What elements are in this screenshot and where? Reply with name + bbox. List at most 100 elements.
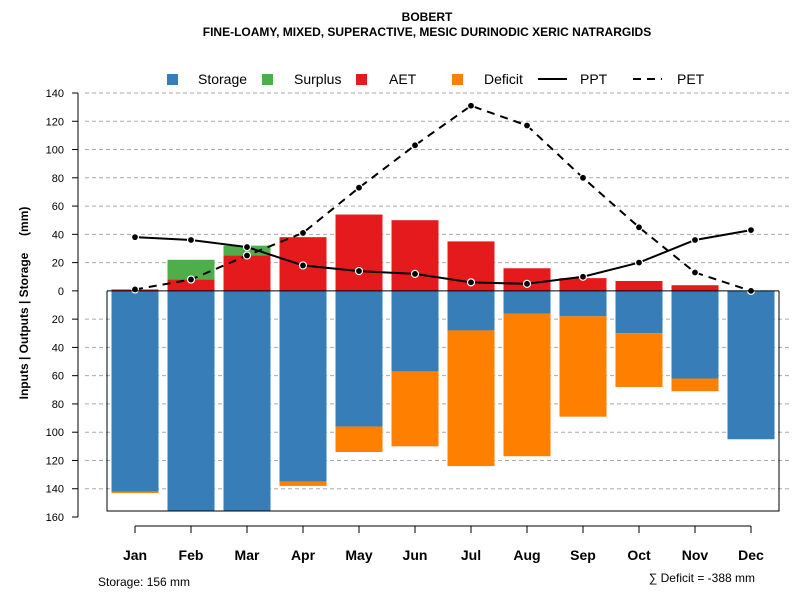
bar-deficit-oct: [615, 333, 663, 387]
point-pet-oct: [634, 223, 644, 232]
x-tick-label-jan: Jan: [123, 547, 147, 563]
bar-deficit-nov: [671, 378, 719, 392]
plot-frame: [106, 290, 780, 512]
point-ppt-mar: [242, 242, 252, 252]
point-pet-sep: [578, 173, 588, 182]
bar-deficit-jun: [391, 371, 439, 447]
point-pet-aug: [522, 121, 532, 130]
y-tick-label: 120: [46, 455, 64, 467]
bar-aet-may: [335, 214, 383, 291]
chart-title: BOBERT: [402, 10, 453, 24]
x-tick-label-apr: Apr: [291, 547, 316, 563]
legend-label-pet: PET: [677, 71, 705, 87]
bar-storage-sep: [559, 290, 607, 317]
x-tick-label-sep: Sep: [570, 547, 596, 563]
bar-surplus-feb: [167, 259, 215, 280]
bar-storage-jul: [447, 290, 495, 331]
point-ppt-jul: [466, 278, 476, 287]
footer-storage: Storage: 156 mm: [98, 575, 190, 589]
line-pet: [134, 104, 752, 292]
bar-storage-feb: [167, 290, 215, 512]
bar-aet-feb: [167, 279, 215, 291]
point-ppt-apr: [298, 261, 308, 270]
bar-storage-may: [335, 290, 383, 427]
point-ppt-dec: [746, 225, 756, 235]
line-ppt: [134, 229, 752, 285]
y-tick-label: 160: [46, 512, 64, 524]
point-ppt-oct: [634, 258, 644, 267]
chart-legend: Storage Surplus AET Deficit PPT PET: [167, 71, 705, 87]
bar-aet-jun: [391, 220, 439, 291]
bar-deficit-sep: [559, 316, 607, 417]
point-pet-mar: [242, 251, 252, 260]
bar-aet-nov: [671, 285, 719, 291]
y-tick-label: 60: [52, 371, 64, 383]
bar-storage-dec: [727, 290, 775, 440]
point-pet-apr: [298, 228, 308, 238]
point-ppt-jan: [130, 233, 140, 242]
point-ppt-feb: [186, 235, 196, 245]
y-tick-label: 20: [52, 258, 64, 270]
axes: 140 120 100 80 60 40 20 0 20 40 60 80 100 120 140 160 Ja…: [46, 88, 780, 563]
y-tick-label: 100: [46, 145, 64, 157]
y-tick-label: 80: [52, 399, 64, 411]
footer-deficit: ∑ Deficit = -388 mm: [649, 571, 755, 585]
x-tick-label-dec: Dec: [738, 547, 764, 563]
x-tick-label-oct: Oct: [627, 547, 651, 563]
x-tick-label-may: May: [345, 547, 372, 563]
point-ppt-jun: [410, 269, 420, 279]
legend-label-aet: AET: [389, 71, 417, 87]
y-tick-label: 120: [46, 116, 64, 128]
y-tick-label: 60: [52, 201, 64, 213]
x-tick-label-mar: Mar: [235, 547, 260, 563]
y-tick-label: 40: [52, 342, 64, 354]
point-pet-feb: [186, 275, 196, 284]
bar-storage-oct: [615, 290, 663, 334]
y-tick-label: 20: [52, 314, 64, 326]
legend-swatch-aet: [356, 74, 367, 85]
x-tick-label-feb: Feb: [179, 547, 204, 563]
x-tick-label-jul: Jul: [461, 547, 481, 563]
legend-label-storage: Storage: [198, 71, 247, 87]
bar-storage-jan: [111, 290, 159, 492]
y-axis-label: Inputs | Outputs | Storage (mm): [17, 207, 31, 400]
point-ppt-may: [354, 266, 364, 276]
point-pet-jun: [410, 141, 420, 150]
point-pet-jan: [130, 285, 140, 294]
point-pet-jul: [466, 101, 476, 110]
chart-subtitle: FINE-LOAMY, MIXED, SUPERACTIVE, MESIC DU…: [203, 25, 651, 39]
bars: [111, 214, 775, 512]
bar-deficit-jan: [111, 491, 159, 493]
x-tick-label-aug: Aug: [513, 547, 540, 563]
y-tick-label: 100: [46, 427, 64, 439]
point-ppt-sep: [578, 272, 588, 281]
series-lines: [130, 101, 756, 295]
bar-aet-sep: [559, 278, 607, 291]
y-tick-label: 40: [52, 229, 64, 241]
bar-aet-oct: [615, 280, 663, 291]
bar-storage-apr: [279, 290, 327, 482]
bar-deficit-jul: [447, 330, 495, 467]
bar-storage-aug: [503, 290, 551, 314]
bar-storage-jun: [391, 290, 439, 372]
legend-swatch-deficit: [452, 74, 463, 85]
bar-storage-mar: [223, 290, 271, 512]
point-ppt-nov: [690, 235, 700, 245]
point-ppt-aug: [522, 279, 532, 288]
legend-label-deficit: Deficit: [484, 71, 523, 87]
x-tick-label-nov: Nov: [682, 547, 709, 563]
bar-deficit-aug: [503, 313, 551, 457]
bar-deficit-may: [335, 426, 383, 452]
point-pet-may: [354, 183, 364, 192]
y-tick-label: 80: [52, 173, 64, 185]
bar-storage-nov: [671, 290, 719, 379]
legend-swatch-storage: [167, 74, 178, 85]
y-tick-label: 0: [58, 286, 64, 298]
y-tick-label: 140: [46, 88, 64, 100]
legend-label-surplus: Surplus: [294, 71, 341, 87]
bar-aet-aug: [503, 268, 551, 291]
point-pet-nov: [690, 268, 700, 277]
bar-deficit-apr: [279, 481, 327, 486]
x-tick-label-jun: Jun: [403, 547, 428, 563]
